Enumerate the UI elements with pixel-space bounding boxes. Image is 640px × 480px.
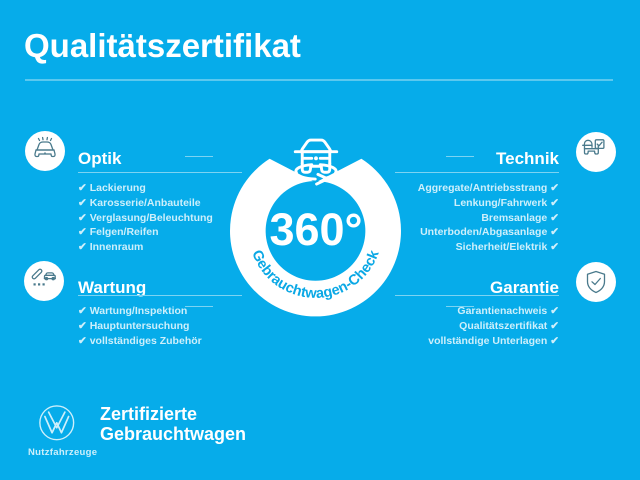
svg-text:360°: 360° (269, 204, 362, 255)
